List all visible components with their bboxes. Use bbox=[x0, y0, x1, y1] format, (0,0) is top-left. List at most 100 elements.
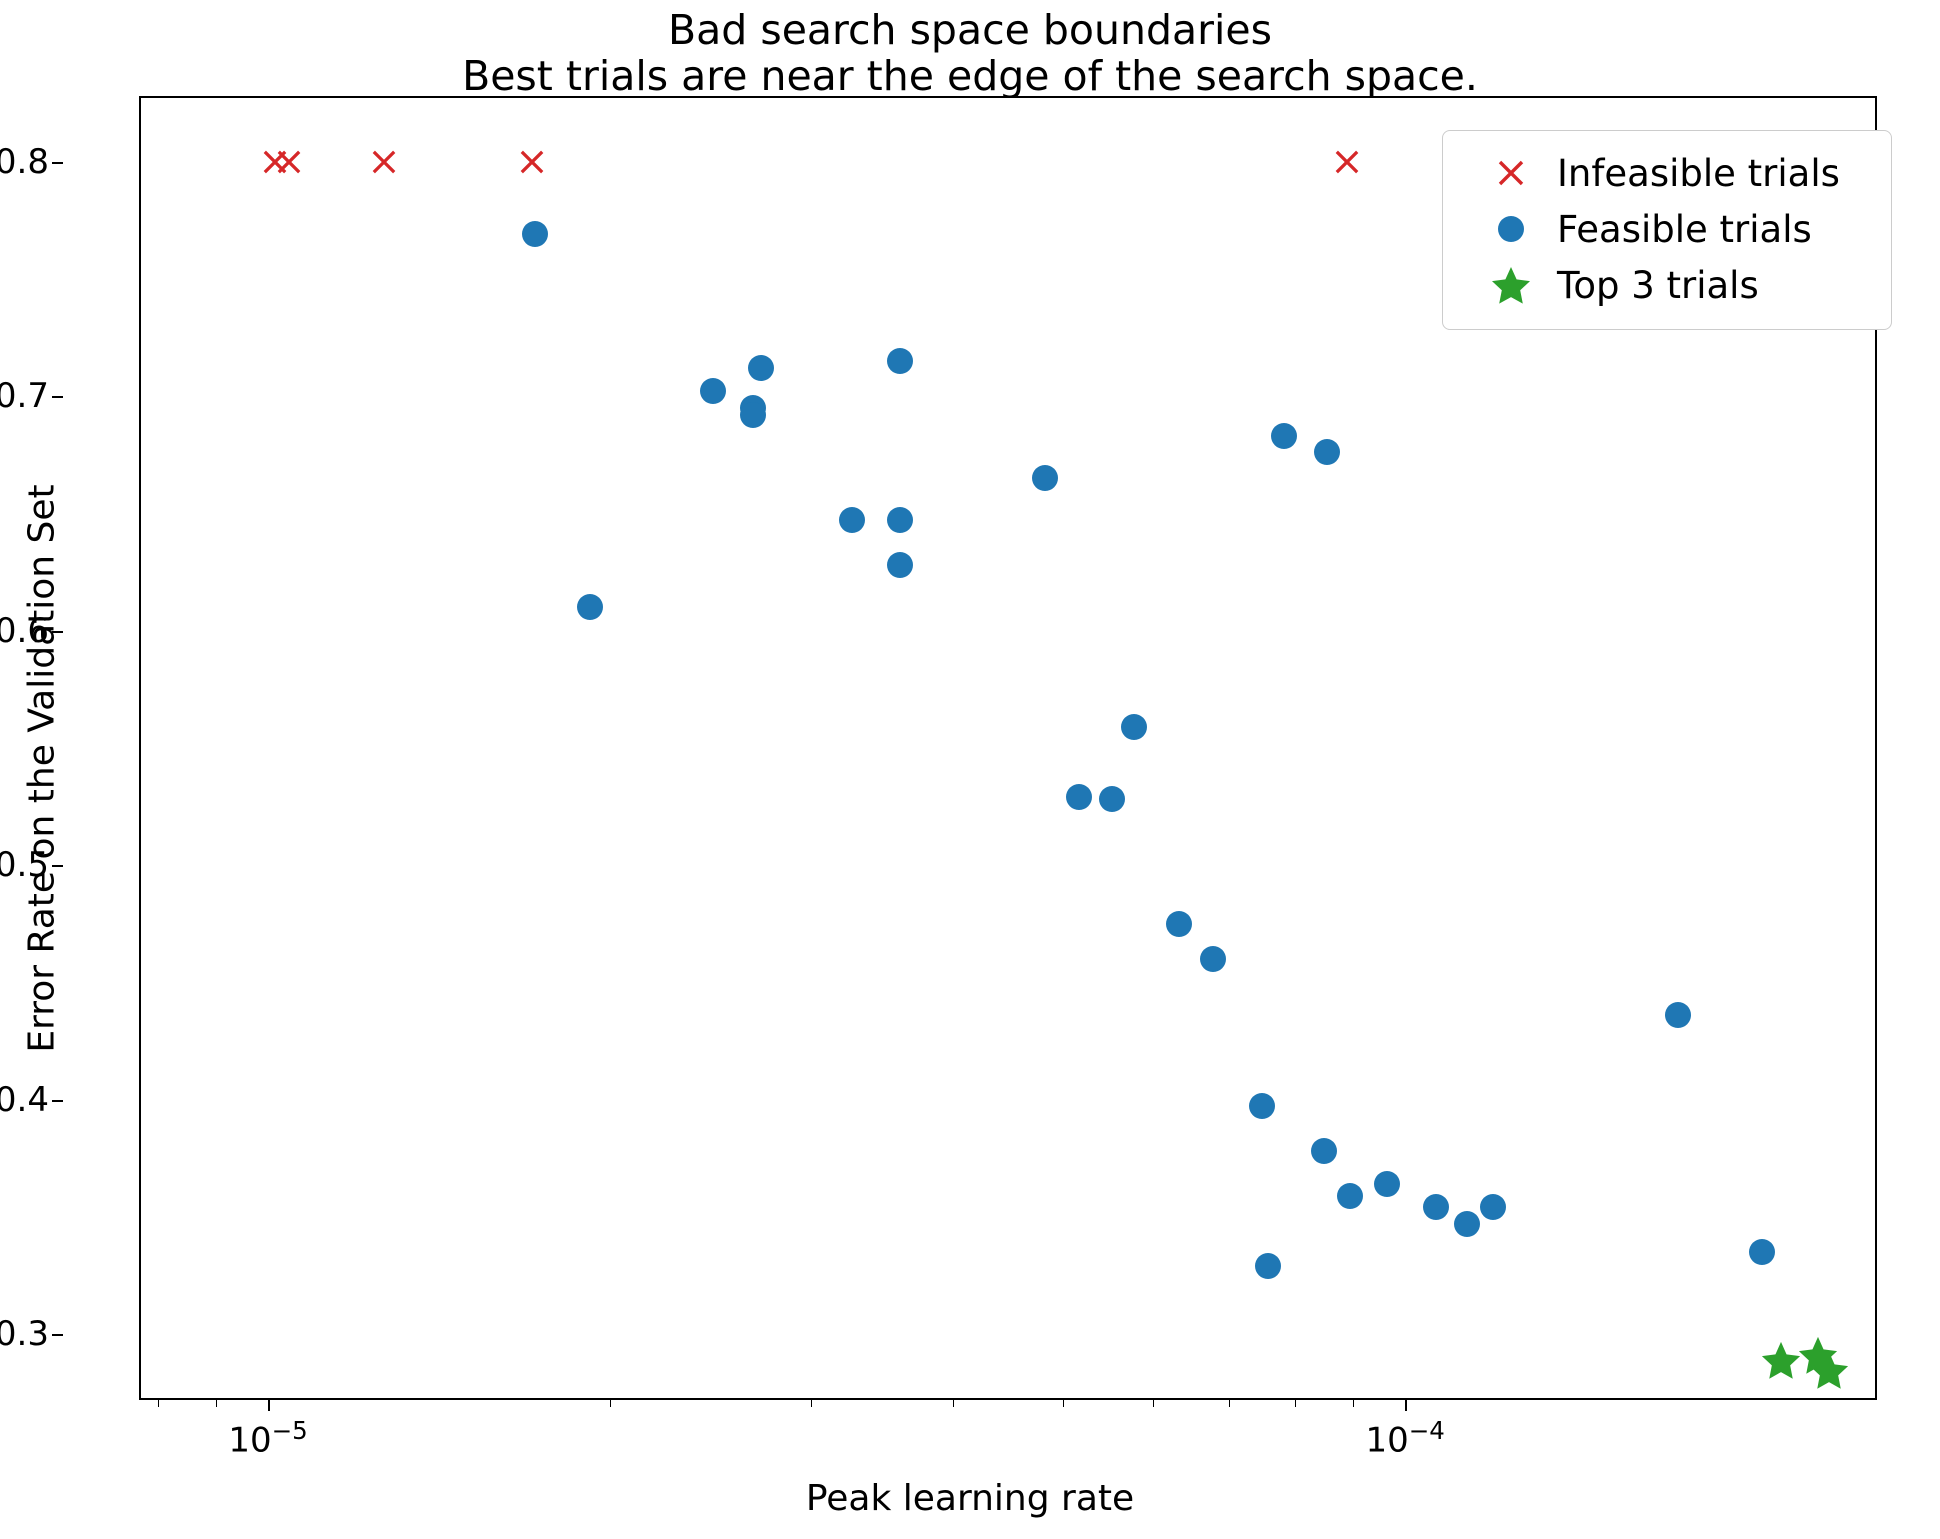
y-axis-label: Error Rate on the Validation Set bbox=[21, 484, 63, 1053]
data-point-o bbox=[1336, 1182, 1363, 1209]
chart-title: Bad search space boundaries Best trials … bbox=[0, 6, 1940, 100]
data-point-o bbox=[576, 593, 603, 620]
legend-entry-feasible: Feasible trials bbox=[1465, 201, 1869, 257]
circle-marker-icon bbox=[740, 401, 767, 428]
x-marker-icon bbox=[1465, 153, 1557, 193]
circle-marker-icon bbox=[1271, 422, 1298, 449]
y-axis-tick-label: 0.3 bbox=[0, 1314, 49, 1355]
x-axis-minor-tick bbox=[1062, 1400, 1064, 1407]
x-axis-label: Peak learning rate bbox=[805, 1478, 1135, 1519]
data-point-o bbox=[1748, 1238, 1775, 1265]
legend-entry-infeasible: Infeasible trials bbox=[1465, 145, 1869, 201]
y-axis-tick-label: 0.7 bbox=[0, 376, 49, 417]
data-point-o bbox=[839, 507, 866, 534]
star-marker-icon bbox=[1465, 263, 1557, 307]
circle-marker-icon bbox=[1310, 1138, 1337, 1165]
data-point-o bbox=[886, 507, 913, 534]
data-point-o bbox=[1422, 1194, 1449, 1221]
y-axis-tick bbox=[52, 396, 63, 399]
x-marker-icon bbox=[278, 150, 301, 173]
data-point-o bbox=[1066, 783, 1093, 810]
data-point-x bbox=[515, 145, 549, 183]
data-point-o bbox=[1165, 910, 1192, 937]
data-point-x bbox=[272, 145, 306, 183]
legend-label-infeasible: Infeasible trials bbox=[1557, 151, 1840, 195]
data-point-* bbox=[1760, 1339, 1802, 1385]
data-point-o bbox=[1031, 464, 1058, 491]
circle-marker-icon bbox=[1120, 713, 1147, 740]
circle-marker-icon bbox=[1255, 1252, 1282, 1279]
data-point-o bbox=[1373, 1170, 1400, 1197]
y-axis-tick bbox=[52, 1099, 63, 1102]
x-axis-minor-tick bbox=[1294, 1400, 1296, 1407]
circle-marker-icon bbox=[1748, 1238, 1775, 1265]
data-point-o bbox=[886, 551, 913, 578]
data-point-o bbox=[1664, 1002, 1691, 1029]
x-axis-minor-tick bbox=[952, 1400, 954, 1407]
circle-marker-icon bbox=[1480, 1194, 1507, 1221]
x-axis-minor-tick bbox=[157, 1400, 159, 1407]
x-marker-icon bbox=[372, 150, 396, 173]
chart-title-text: Bad search space boundaries Best trials … bbox=[462, 6, 1478, 100]
y-axis-tick bbox=[52, 161, 63, 164]
circle-marker-icon bbox=[886, 347, 913, 374]
star-marker-icon bbox=[1761, 1341, 1800, 1379]
x-axis-tick bbox=[1405, 1400, 1408, 1411]
circle-marker-icon bbox=[839, 507, 866, 534]
legend-label-feasible: Feasible trials bbox=[1557, 207, 1812, 251]
x-marker-icon bbox=[520, 150, 544, 173]
data-point-x bbox=[1330, 145, 1364, 183]
x-marker-icon bbox=[1335, 150, 1359, 173]
x-axis-minor-tick bbox=[1152, 1400, 1154, 1407]
x-axis-tick-label: 10−4 bbox=[1365, 1416, 1445, 1461]
x-axis-tick bbox=[268, 1400, 271, 1411]
circle-marker-icon bbox=[1336, 1182, 1363, 1209]
data-point-o bbox=[740, 401, 767, 428]
data-point-o bbox=[1310, 1138, 1337, 1165]
circle-marker-icon bbox=[1098, 786, 1125, 813]
data-point-* bbox=[1808, 1349, 1850, 1395]
data-point-o bbox=[699, 378, 726, 405]
data-point-o bbox=[1313, 439, 1340, 466]
circle-marker-icon bbox=[1422, 1194, 1449, 1221]
y-axis-tick-label: 0.4 bbox=[0, 1079, 49, 1120]
circle-marker-icon bbox=[1165, 910, 1192, 937]
circle-marker-icon bbox=[886, 551, 913, 578]
circle-marker-icon bbox=[576, 593, 603, 620]
circle-marker-icon bbox=[1031, 464, 1058, 491]
circle-marker-icon bbox=[886, 507, 913, 534]
data-point-o bbox=[1098, 786, 1125, 813]
x-axis-minor-tick bbox=[216, 1400, 218, 1407]
data-point-o bbox=[747, 354, 774, 381]
data-canvas bbox=[141, 98, 1875, 1398]
y-axis-tick-label: 0.8 bbox=[0, 141, 49, 182]
data-point-o bbox=[1480, 1194, 1507, 1221]
data-point-o bbox=[1248, 1093, 1275, 1120]
x-axis-minor-tick bbox=[610, 1400, 612, 1407]
legend-label-top3: Top 3 trials bbox=[1557, 263, 1759, 307]
data-point-x bbox=[367, 145, 401, 183]
circle-marker-icon bbox=[699, 378, 726, 405]
data-point-o bbox=[522, 221, 548, 248]
circle-marker-icon bbox=[747, 354, 774, 381]
circle-marker-icon bbox=[522, 221, 548, 248]
legend-entry-top3: Top 3 trials bbox=[1465, 257, 1869, 313]
y-axis-tick-label: 0.6 bbox=[0, 610, 49, 651]
data-point-o bbox=[1454, 1210, 1481, 1237]
data-point-o bbox=[1200, 945, 1227, 972]
circle-marker-icon bbox=[1373, 1170, 1400, 1197]
x-axis-minor-tick bbox=[810, 1400, 812, 1407]
y-axis-tick bbox=[52, 1334, 63, 1337]
circle-marker-icon bbox=[1454, 1210, 1481, 1237]
circle-marker-icon bbox=[1066, 783, 1093, 810]
circle-marker-icon bbox=[1200, 945, 1227, 972]
y-axis-tick bbox=[52, 630, 63, 633]
circle-marker-icon bbox=[1313, 439, 1340, 466]
x-axis-minor-tick bbox=[1229, 1400, 1230, 1407]
y-axis-tick-label: 0.5 bbox=[0, 845, 49, 886]
data-point-o bbox=[1120, 713, 1147, 740]
data-point-o bbox=[886, 347, 913, 374]
x-axis-minor-tick bbox=[1353, 1400, 1355, 1407]
star-marker-icon bbox=[1809, 1351, 1849, 1389]
